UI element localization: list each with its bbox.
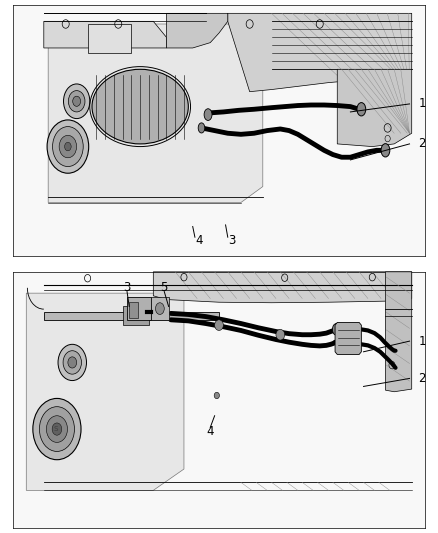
Polygon shape <box>48 24 263 203</box>
Ellipse shape <box>332 324 340 335</box>
Polygon shape <box>153 272 412 303</box>
Polygon shape <box>26 293 184 490</box>
Ellipse shape <box>47 120 88 173</box>
Ellipse shape <box>204 109 212 120</box>
Ellipse shape <box>65 142 71 151</box>
Ellipse shape <box>68 91 85 112</box>
Ellipse shape <box>64 84 90 118</box>
Ellipse shape <box>92 69 188 144</box>
Text: 5: 5 <box>161 281 168 294</box>
Text: 3: 3 <box>124 281 131 294</box>
Text: 2: 2 <box>418 372 426 385</box>
Bar <box>151 297 169 320</box>
Polygon shape <box>44 312 219 320</box>
Circle shape <box>215 320 223 330</box>
Ellipse shape <box>357 102 366 116</box>
Text: 2: 2 <box>418 138 426 150</box>
Ellipse shape <box>59 135 77 158</box>
Bar <box>123 306 149 325</box>
Ellipse shape <box>198 123 205 133</box>
Ellipse shape <box>52 423 62 435</box>
Text: 1: 1 <box>418 98 426 110</box>
Text: 4: 4 <box>206 425 214 438</box>
Ellipse shape <box>73 96 81 106</box>
Bar <box>127 297 151 320</box>
Ellipse shape <box>63 351 81 374</box>
Polygon shape <box>337 69 412 147</box>
Ellipse shape <box>46 416 67 442</box>
Bar <box>88 24 131 53</box>
Text: 3: 3 <box>228 235 235 247</box>
Polygon shape <box>335 322 361 354</box>
Ellipse shape <box>58 344 87 381</box>
Polygon shape <box>166 13 228 48</box>
Ellipse shape <box>68 357 77 368</box>
Polygon shape <box>13 272 425 528</box>
Polygon shape <box>44 21 166 48</box>
Text: 4: 4 <box>195 235 202 247</box>
Polygon shape <box>385 272 412 392</box>
Polygon shape <box>228 13 412 92</box>
Ellipse shape <box>381 144 390 157</box>
Ellipse shape <box>155 303 164 314</box>
Bar <box>129 302 138 318</box>
Text: 1: 1 <box>418 335 426 348</box>
Circle shape <box>214 392 219 399</box>
Ellipse shape <box>33 399 81 459</box>
Circle shape <box>276 329 285 340</box>
Ellipse shape <box>53 126 83 166</box>
Text: S: S <box>54 426 58 432</box>
Polygon shape <box>13 5 425 256</box>
Ellipse shape <box>39 407 74 451</box>
